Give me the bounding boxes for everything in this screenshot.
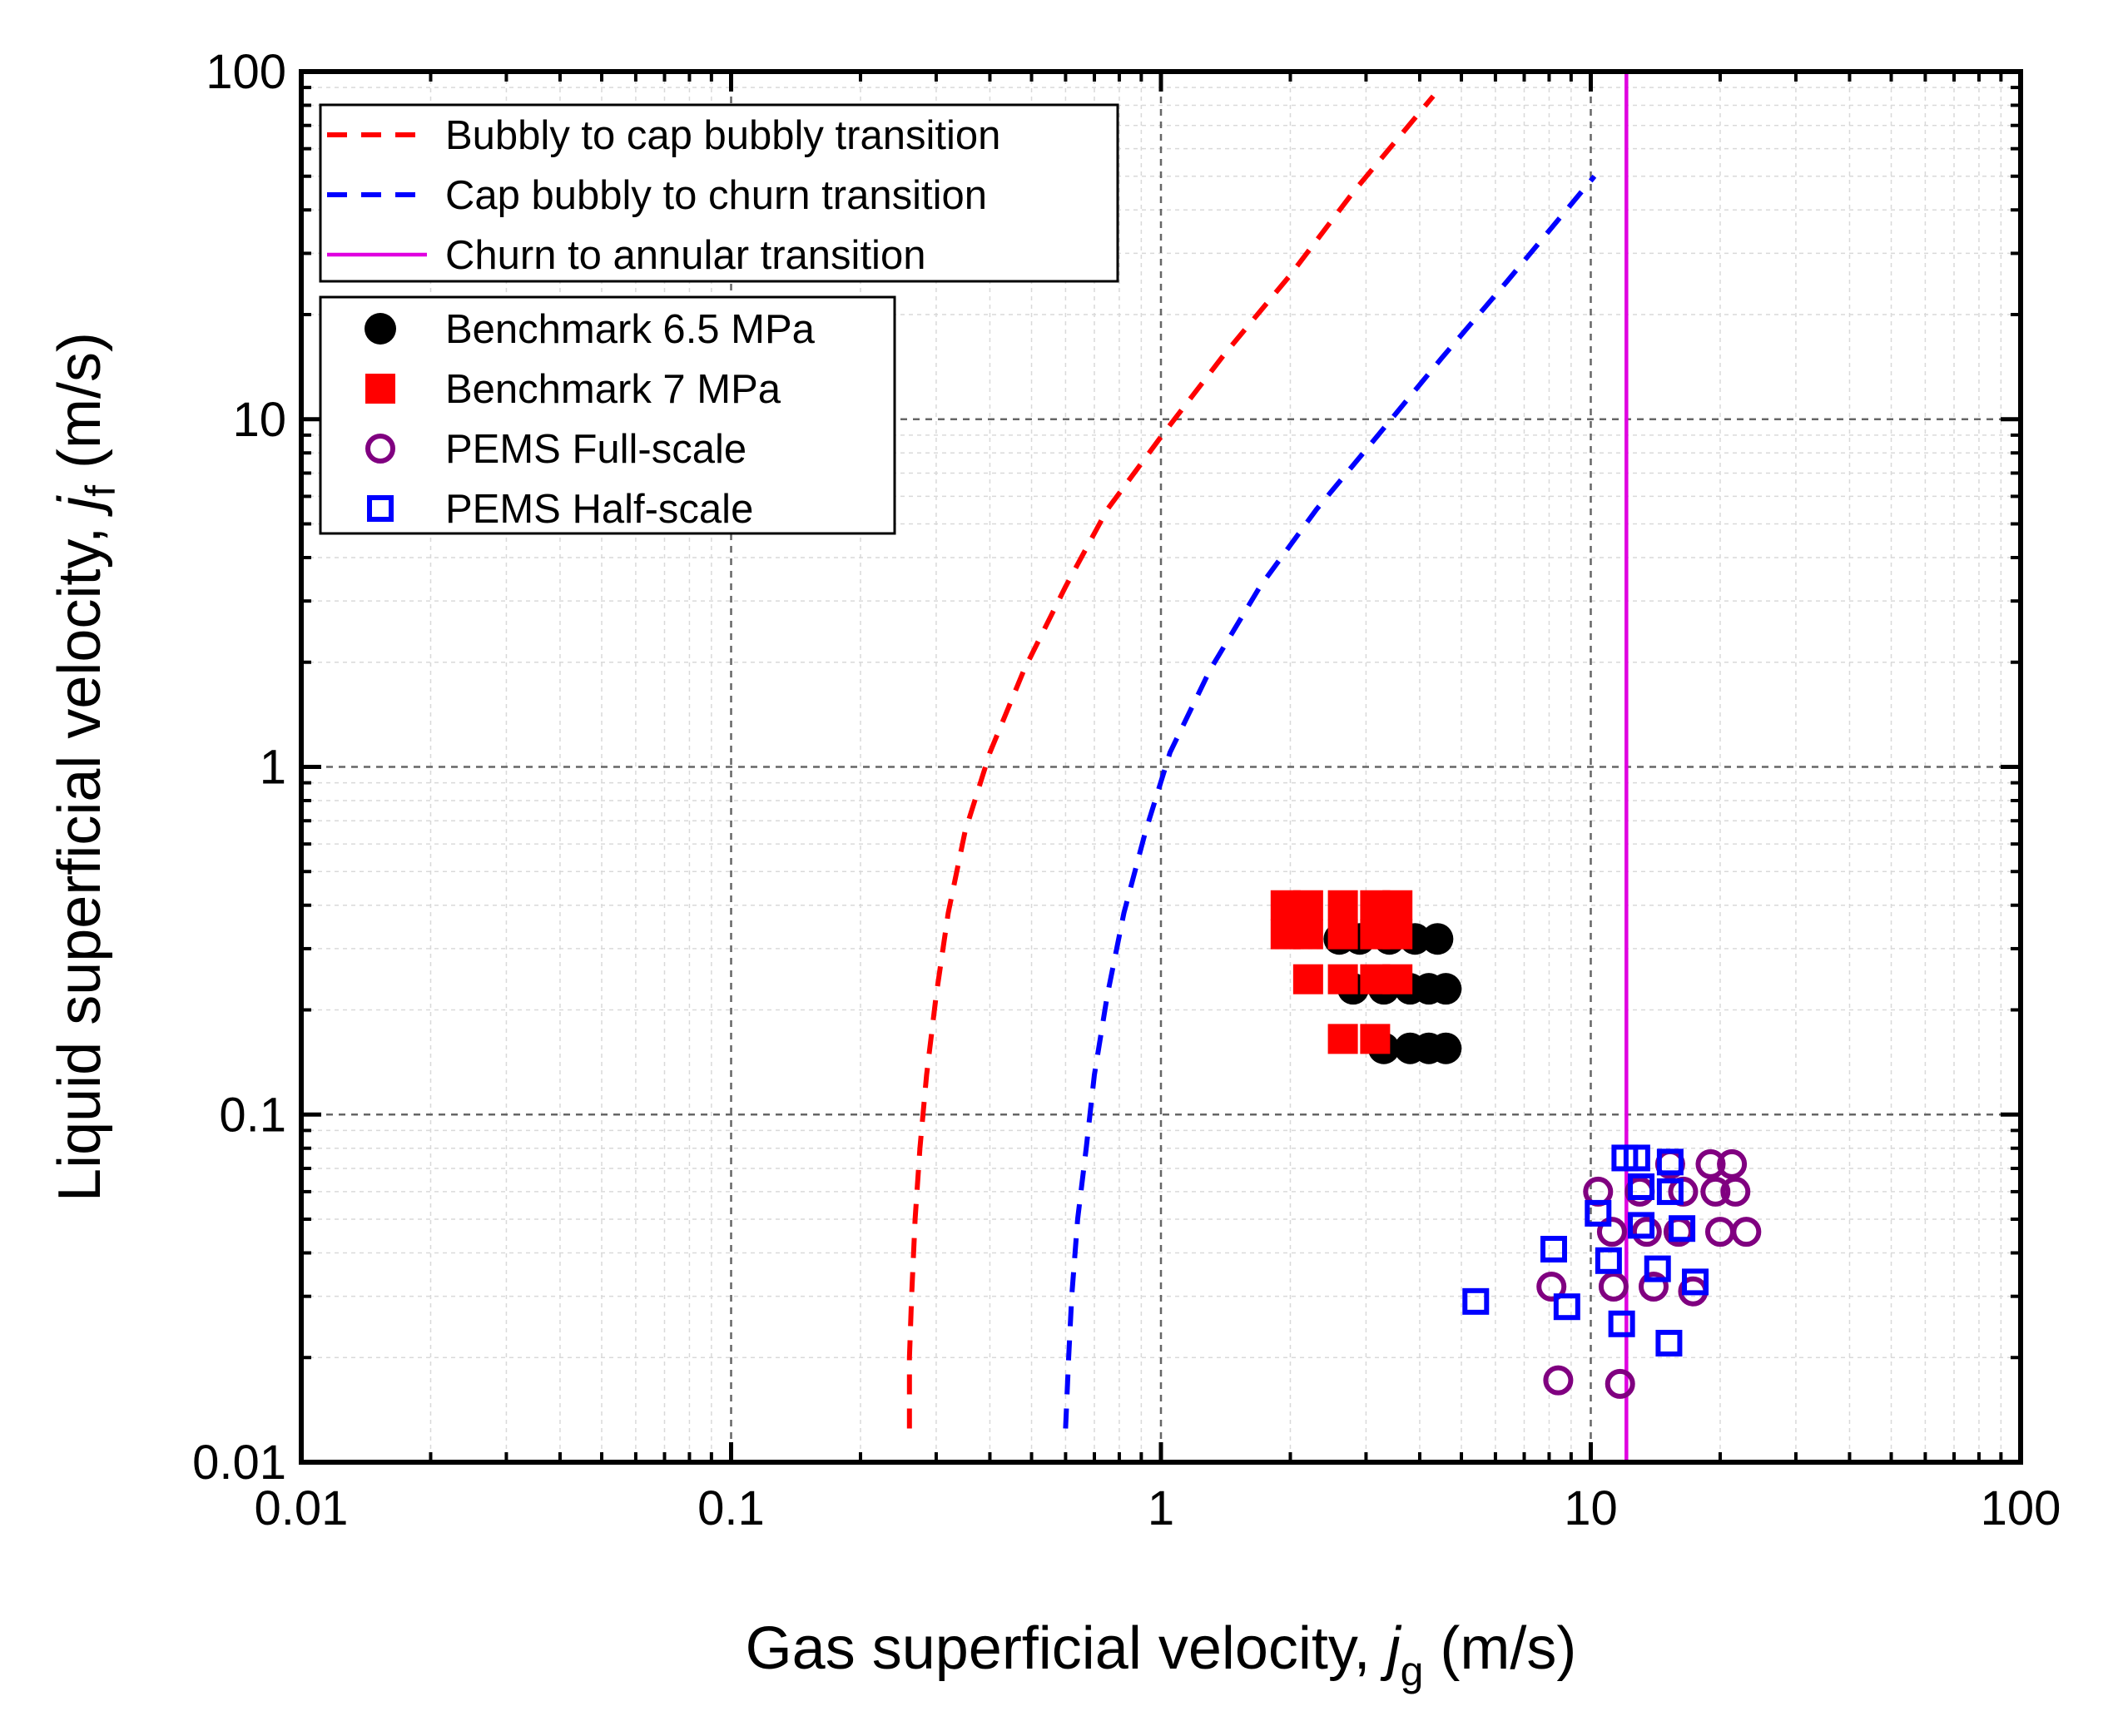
data-point bbox=[1598, 1271, 1629, 1302]
x-tick-label: 0.1 bbox=[697, 1481, 765, 1535]
data-point bbox=[1608, 1310, 1635, 1337]
y-tick-label: 100 bbox=[206, 45, 286, 99]
data-point bbox=[1543, 1365, 1574, 1396]
legend-marker bbox=[365, 374, 395, 404]
y-axis-title-unit: (m/s) bbox=[47, 332, 113, 485]
legend-series-label: Benchmark 6.5 MPa bbox=[445, 307, 816, 352]
data-point bbox=[1655, 1329, 1683, 1357]
legend-series-label: Benchmark 7 MPa bbox=[445, 367, 781, 412]
data-point bbox=[1430, 1032, 1462, 1064]
data-point bbox=[1462, 1287, 1490, 1315]
legend: Bubbly to cap bubbly transition Cap bubbl… bbox=[319, 103, 1119, 535]
data-point bbox=[1644, 1255, 1671, 1282]
x-tick-label: 10 bbox=[1564, 1481, 1618, 1535]
data-point bbox=[1656, 1148, 1684, 1176]
plot-area bbox=[906, 72, 1762, 1462]
data-point bbox=[1382, 890, 1413, 920]
data-point bbox=[1717, 1148, 1748, 1179]
legend-line-label: Bubbly to cap bubbly transition bbox=[445, 113, 1000, 158]
data-point bbox=[1631, 1217, 1662, 1247]
tick-labels: 0.01 0.1 1 10 100 0.01 0.1 1 10 100 bbox=[192, 45, 2061, 1535]
data-point bbox=[1628, 1212, 1655, 1239]
y-axis-title: Liquid superficial velocity, jf (m/s) bbox=[47, 332, 124, 1202]
data-point bbox=[1595, 1247, 1622, 1274]
data-point bbox=[1360, 1024, 1391, 1054]
legend-markers-box bbox=[319, 295, 896, 535]
legend-line-label: Churn to annular transition bbox=[445, 233, 925, 278]
data-point bbox=[1656, 1178, 1684, 1205]
data-point bbox=[1695, 1148, 1726, 1179]
x-axis-title: Gas superficial velocity, jg (m/s) bbox=[746, 1615, 1577, 1694]
y-axis-title-main: Liquid superficial velocity, bbox=[47, 510, 113, 1202]
data-point bbox=[1292, 964, 1323, 994]
x-axis-title-sub: g bbox=[1401, 1648, 1424, 1694]
data-point bbox=[1327, 919, 1358, 950]
data-point bbox=[1700, 1176, 1731, 1207]
data-point bbox=[1731, 1217, 1762, 1247]
legend-lines-box bbox=[319, 103, 1119, 283]
x-tick-label: 0.01 bbox=[255, 1481, 349, 1535]
data-point bbox=[1669, 1215, 1696, 1242]
data-point bbox=[1382, 964, 1413, 994]
data-point bbox=[1585, 1199, 1612, 1227]
data-point bbox=[1327, 964, 1358, 994]
series-benchmark-7-mpa bbox=[1270, 890, 1413, 1054]
data-point bbox=[1596, 1217, 1627, 1247]
x-axis-title-unit: (m/s) bbox=[1423, 1615, 1576, 1682]
x-axis-title-main: Gas superficial velocity, bbox=[746, 1615, 1387, 1682]
legend-series-label: PEMS Half-scale bbox=[445, 487, 753, 532]
series-pems-half-scale bbox=[1462, 1144, 1709, 1357]
x-tick-label: 1 bbox=[1148, 1481, 1174, 1535]
y-tick-label: 0.01 bbox=[192, 1436, 286, 1490]
axis-ticks bbox=[299, 69, 2023, 1465]
data-point bbox=[1382, 919, 1413, 950]
transition-line-2 bbox=[1063, 174, 1597, 1429]
data-point bbox=[1292, 919, 1323, 950]
legend-marker bbox=[365, 434, 395, 464]
data-point bbox=[1720, 1176, 1751, 1207]
data-point bbox=[1536, 1271, 1567, 1302]
data-point bbox=[1292, 890, 1323, 920]
legend-line-label: Cap bubbly to churn transition bbox=[445, 173, 987, 218]
data-point bbox=[1605, 1368, 1635, 1399]
transition-line-1 bbox=[906, 94, 1436, 1429]
data-point bbox=[1628, 1173, 1655, 1200]
data-point bbox=[1553, 1293, 1580, 1321]
data-point bbox=[1430, 973, 1462, 1005]
y-tick-label: 1 bbox=[260, 741, 286, 795]
legend-marker bbox=[367, 495, 394, 522]
y-tick-label: 0.1 bbox=[219, 1088, 286, 1142]
x-tick-label: 100 bbox=[1981, 1481, 2061, 1535]
y-axis-title-sub: f bbox=[77, 485, 124, 497]
data-point bbox=[1540, 1236, 1567, 1263]
data-point bbox=[1638, 1271, 1669, 1302]
data-point bbox=[1682, 1268, 1709, 1296]
data-point bbox=[1421, 923, 1454, 955]
data-point bbox=[1704, 1217, 1735, 1247]
data-point bbox=[1327, 890, 1358, 920]
y-tick-label: 10 bbox=[232, 393, 286, 447]
legend-marker bbox=[365, 313, 396, 345]
data-point bbox=[1623, 1144, 1650, 1172]
data-point bbox=[1327, 1024, 1358, 1054]
legend-series-label: PEMS Full-scale bbox=[445, 427, 746, 472]
